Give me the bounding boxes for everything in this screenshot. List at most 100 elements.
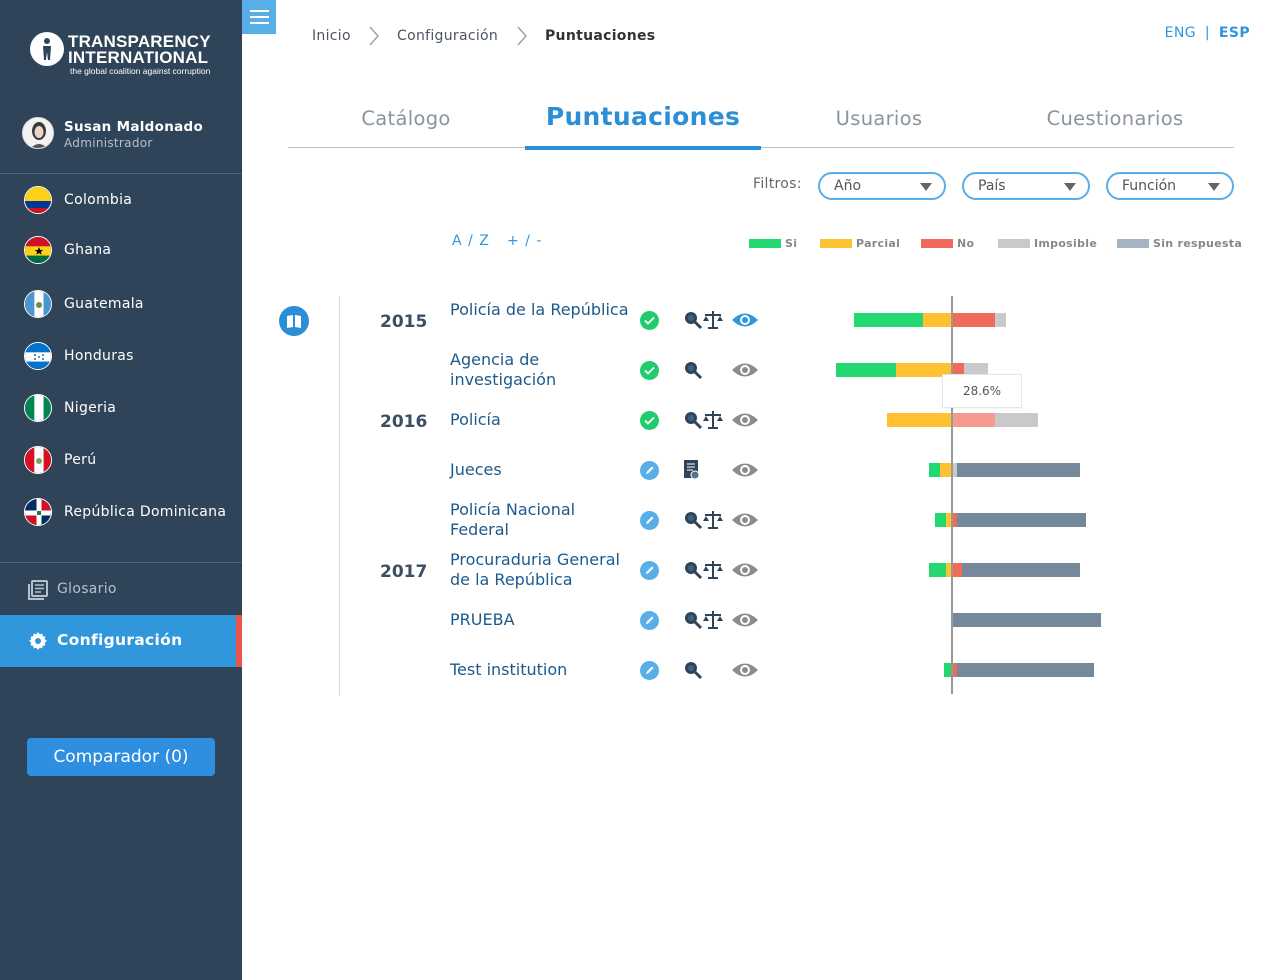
bar-segment-si[interactable] <box>934 513 946 527</box>
country-filter-select[interactable]: País <box>962 172 1090 200</box>
institution-name[interactable]: Agencia de investigación <box>450 350 557 389</box>
year-filter-select[interactable]: Año <box>818 172 946 200</box>
tab-cuestionarios[interactable]: Cuestionarios <box>1046 107 1184 130</box>
edit-icon[interactable] <box>640 611 659 630</box>
bar-segment-no[interactable] <box>951 563 962 577</box>
check-icon[interactable] <box>640 361 659 380</box>
sidebar-item-colombia[interactable]: Colombia <box>24 186 239 216</box>
sort-alphabetical-button[interactable]: A / Z <box>452 233 490 249</box>
gear-icon <box>29 632 47 650</box>
eye-icon[interactable] <box>731 611 759 629</box>
bar-segment-no[interactable] <box>951 513 957 527</box>
bar-segment-si[interactable] <box>836 363 896 377</box>
user-profile[interactable]: Susan Maldonado Administrador <box>22 117 232 151</box>
sidebar-item-honduras[interactable]: Honduras <box>24 342 239 372</box>
institution-name[interactable]: Jueces <box>450 460 502 479</box>
eye-icon[interactable] <box>731 361 759 379</box>
breadcrumb-inicio[interactable]: Inicio <box>312 28 351 44</box>
bar-segment-parcial[interactable] <box>923 313 951 327</box>
bar-segment-si[interactable] <box>944 663 951 677</box>
institution-name[interactable]: Policía Nacional Federal <box>450 500 576 539</box>
eye-icon[interactable] <box>731 311 759 329</box>
bar-segment-sin-respuesta[interactable] <box>957 463 1080 477</box>
bar-segment-si[interactable] <box>929 463 941 477</box>
bar-segment-no[interactable] <box>951 313 995 327</box>
institution-name[interactable]: PRUEBA <box>450 610 515 629</box>
sidebar-item-peru[interactable]: Perú <box>24 446 239 476</box>
search-icon[interactable] <box>683 410 703 430</box>
sidebar-item-republica-dominicana[interactable]: República Dominicana <box>24 498 239 528</box>
bar-segment-si[interactable] <box>853 313 924 327</box>
search-icon[interactable] <box>683 610 703 630</box>
transparency-logo[interactable]: TRANSPARENCY INTERNATIONAL the global co… <box>30 32 220 78</box>
lang-esp[interactable]: ESP <box>1218 25 1250 41</box>
legend-swatch <box>998 239 1030 248</box>
menu-toggle-button[interactable] <box>242 0 276 34</box>
tab-puntuaciones[interactable]: Puntuaciones <box>525 96 761 150</box>
justice-scale-icon[interactable] <box>702 610 724 630</box>
check-icon[interactable] <box>640 411 659 430</box>
eye-icon[interactable] <box>731 461 759 479</box>
eye-icon[interactable] <box>731 511 759 529</box>
bar-segment-imposible[interactable] <box>994 413 1038 427</box>
eye-icon[interactable] <box>731 411 759 429</box>
search-icon[interactable] <box>683 660 703 680</box>
document-icon[interactable] <box>683 459 701 481</box>
bar-segment-sin-respuesta[interactable] <box>951 613 1102 627</box>
table-row: Policía <box>0 395 1280 445</box>
bar-segment-no[interactable] <box>951 413 995 427</box>
active-indicator <box>236 615 242 667</box>
edit-icon[interactable] <box>640 661 659 680</box>
bar-segment-parcial[interactable] <box>945 563 951 577</box>
sidebar-item-nigeria[interactable]: Nigeria <box>24 394 239 424</box>
bar-segment-sin-respuesta[interactable] <box>957 513 1086 527</box>
check-icon[interactable] <box>640 311 659 330</box>
function-filter-select[interactable]: Función <box>1106 172 1234 200</box>
justice-scale-icon[interactable] <box>702 310 724 330</box>
nigeria-flag-icon <box>24 394 52 422</box>
bar-segment-parcial[interactable] <box>940 463 951 477</box>
bar-segment-no[interactable] <box>951 363 965 377</box>
bar-segment-imposible[interactable] <box>994 313 1006 327</box>
tab-usuarios[interactable]: Usuarios <box>835 107 923 130</box>
eye-icon[interactable] <box>731 561 759 579</box>
institution-name[interactable]: Policía de la República <box>450 300 629 319</box>
bar-segment-si[interactable] <box>929 563 946 577</box>
bar-segment-imposible[interactable] <box>964 363 989 377</box>
legend-label: Imposible <box>1034 237 1098 250</box>
search-icon[interactable] <box>683 510 703 530</box>
bar-segment-sin-respuesta[interactable] <box>957 663 1095 677</box>
honduras-flag-icon <box>24 342 52 370</box>
bar-segment-sin-respuesta[interactable] <box>961 563 1080 577</box>
institution-name[interactable]: Test institution <box>450 660 568 679</box>
edit-icon[interactable] <box>640 561 659 580</box>
breadcrumb-configuracion[interactable]: Configuración <box>397 28 499 44</box>
sidebar-item-ghana[interactable]: Ghana <box>24 236 239 266</box>
book-icon[interactable] <box>279 306 309 336</box>
bar-segment-parcial[interactable] <box>895 363 951 377</box>
search-icon[interactable] <box>683 310 703 330</box>
edit-icon[interactable] <box>640 511 659 530</box>
bar-segment-imposible[interactable] <box>951 463 957 477</box>
logo-line-1: TRANSPARENCY <box>68 32 211 51</box>
tab-catalogo[interactable]: Catálogo <box>361 107 451 130</box>
bar-segment-no[interactable] <box>951 663 957 677</box>
justice-scale-icon[interactable] <box>702 510 724 530</box>
sidebar-item-configuracion[interactable]: Configuración <box>0 615 242 667</box>
bar-segment-parcial[interactable] <box>945 513 951 527</box>
sidebar-item-glosario[interactable]: Glosario <box>28 578 228 602</box>
eye-icon[interactable] <box>731 661 759 679</box>
search-icon[interactable] <box>683 360 703 380</box>
sort-score-button[interactable]: + / - <box>507 233 543 249</box>
lang-eng[interactable]: ENG <box>1164 25 1197 41</box>
dropdown-arrow-icon <box>1208 183 1220 191</box>
edit-icon[interactable] <box>640 461 659 480</box>
sidebar-item-guatemala[interactable]: Guatemala <box>24 290 239 320</box>
justice-scale-icon[interactable] <box>702 560 724 580</box>
comparador-button[interactable]: Comparador (0) <box>27 738 215 776</box>
institution-name[interactable]: Procuraduria General de la República <box>450 550 620 589</box>
justice-scale-icon[interactable] <box>702 410 724 430</box>
search-icon[interactable] <box>683 560 703 580</box>
bar-segment-parcial[interactable] <box>886 413 951 427</box>
institution-name[interactable]: Policía <box>450 410 501 429</box>
